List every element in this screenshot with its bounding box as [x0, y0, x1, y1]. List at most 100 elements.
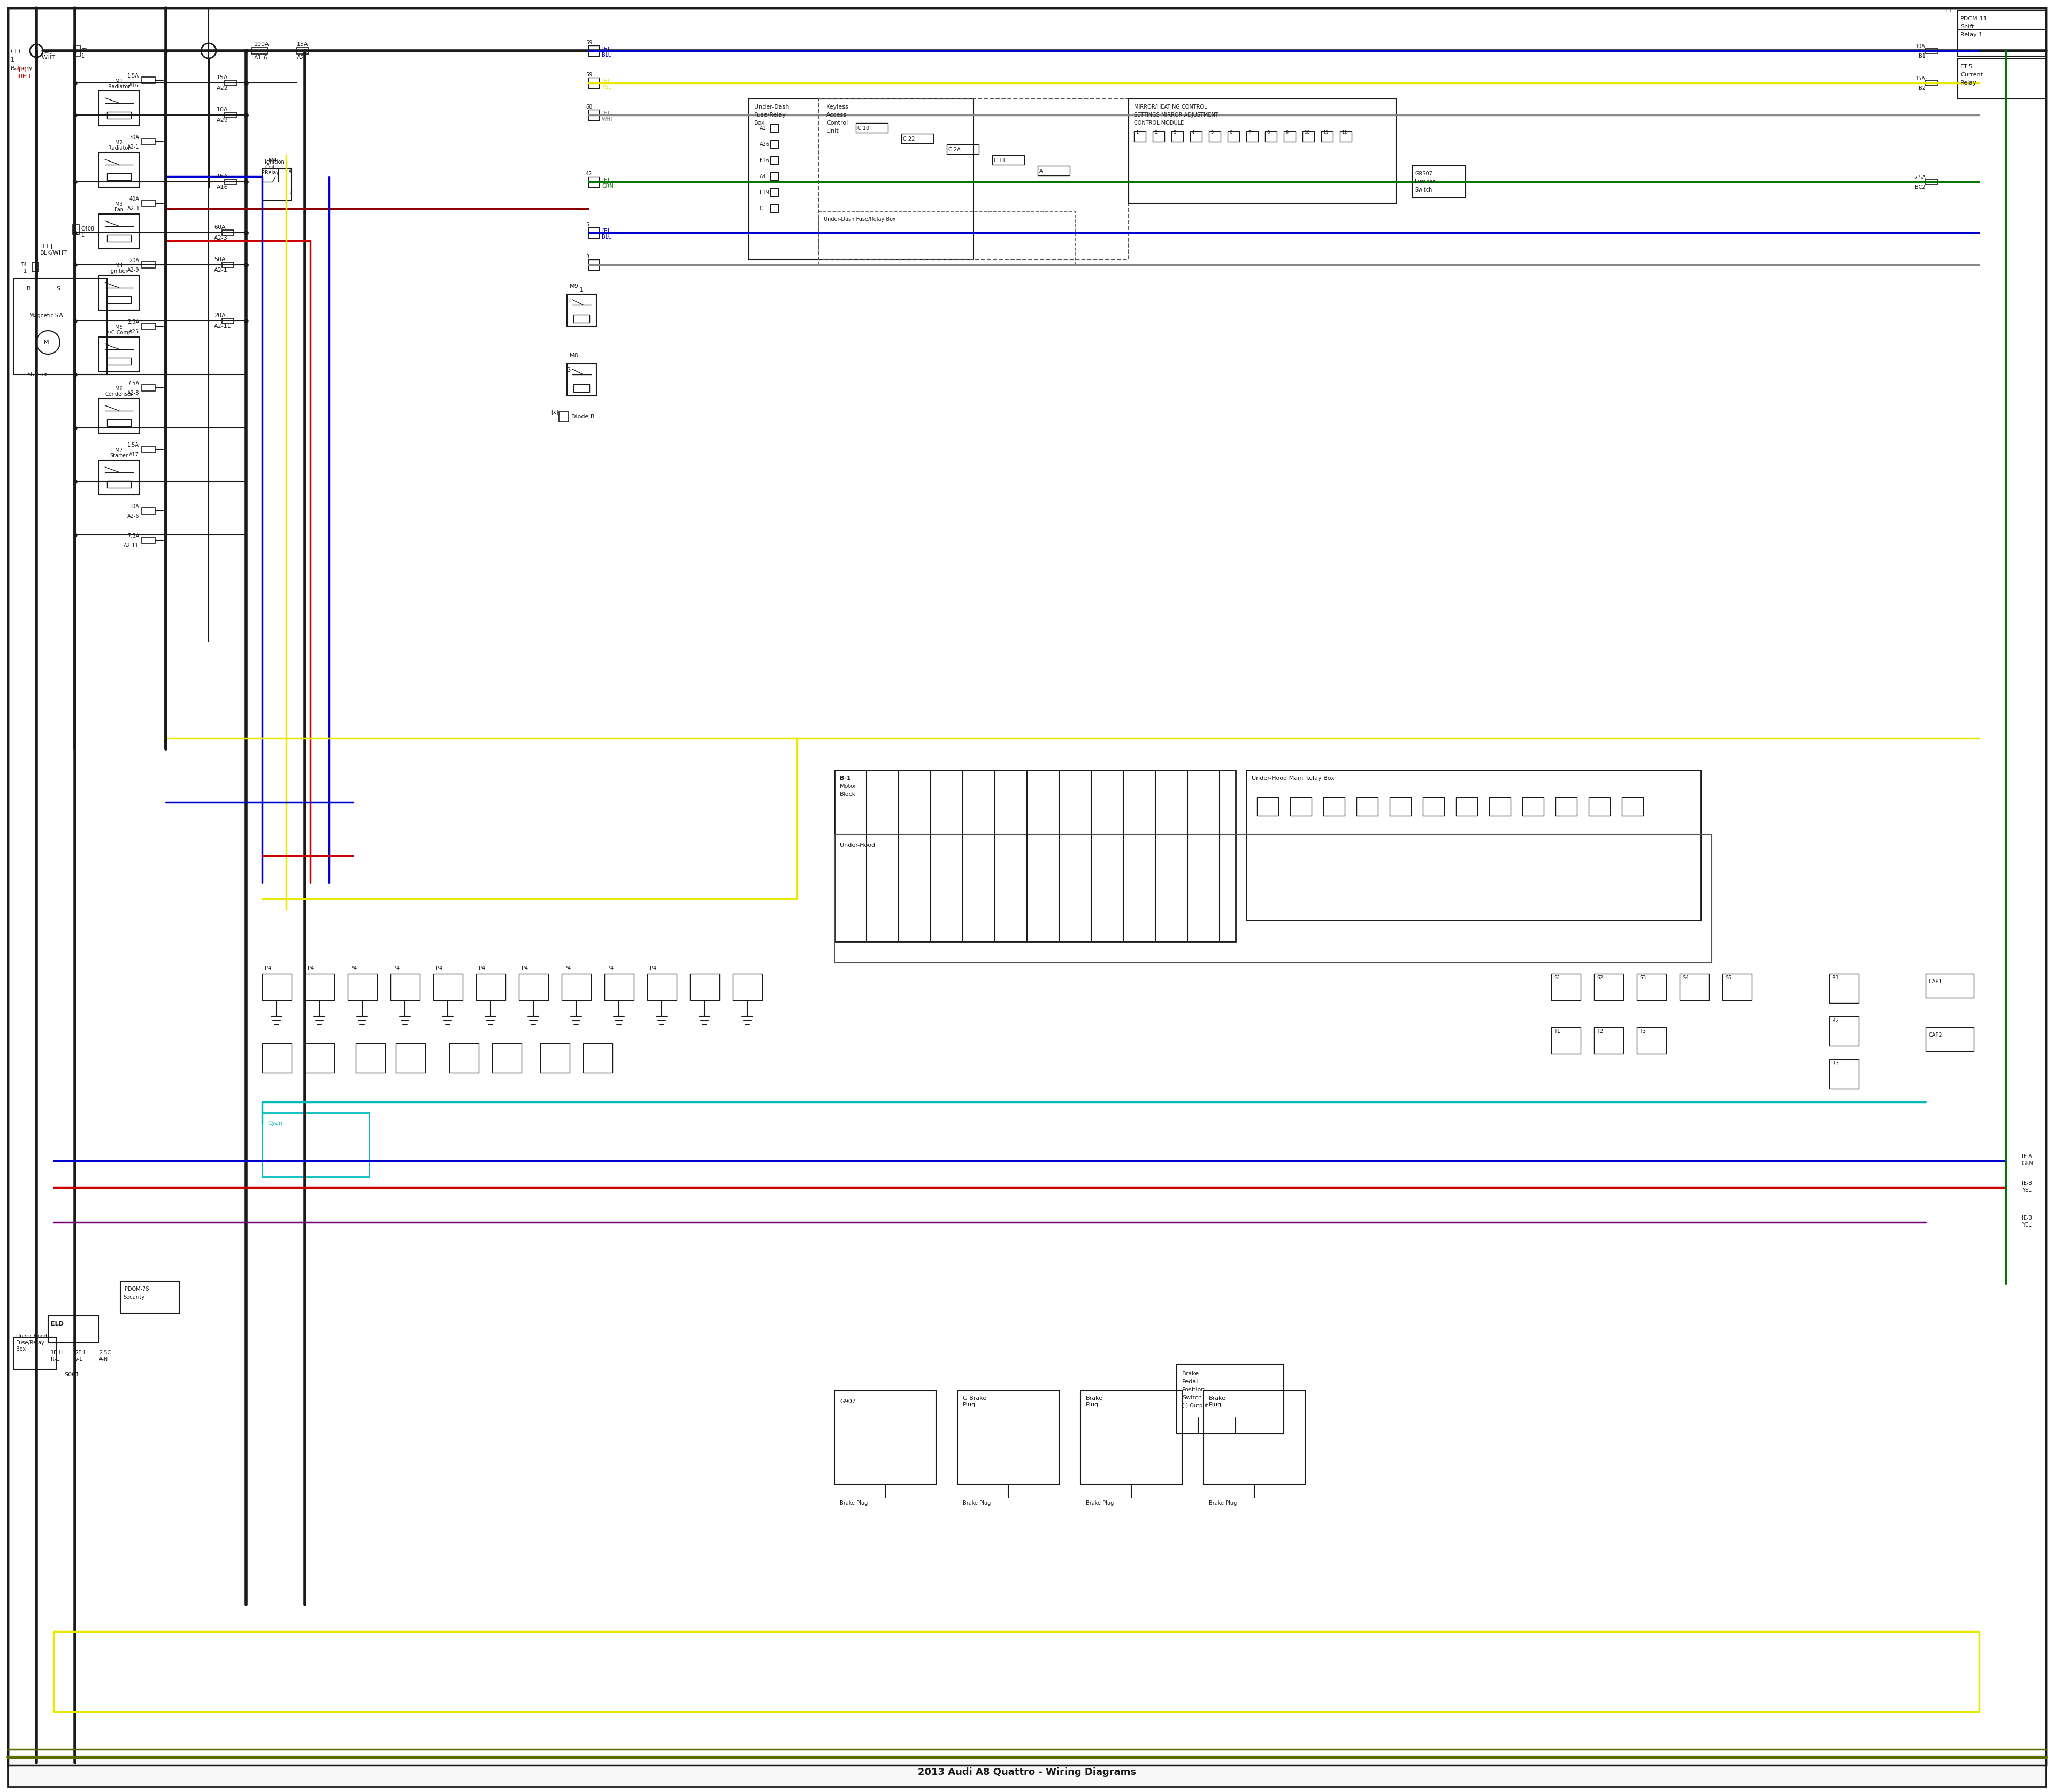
Bar — [1323, 797, 1345, 815]
Text: WHT: WHT — [41, 56, 55, 61]
Bar — [1134, 131, 1146, 142]
Text: 60: 60 — [585, 104, 592, 109]
Bar — [1927, 1027, 1974, 1052]
Text: Brake
Plug: Brake Plug — [1087, 1396, 1103, 1407]
Text: Motor: Motor — [840, 783, 857, 788]
Text: Pedal: Pedal — [1183, 1380, 1197, 1385]
Bar — [99, 276, 140, 310]
Text: B2: B2 — [1918, 86, 1927, 91]
Bar — [750, 99, 974, 260]
Bar — [99, 213, 140, 249]
Text: R1: R1 — [1832, 975, 1838, 980]
Text: Brake
Plug: Brake Plug — [1210, 1396, 1226, 1407]
Text: Battery: Battery — [10, 66, 33, 72]
Bar — [1594, 973, 1623, 1000]
Text: 30A: 30A — [129, 134, 140, 140]
Text: BLU: BLU — [602, 235, 612, 240]
Bar — [770, 156, 778, 165]
Text: [E]: [E] — [602, 109, 610, 115]
Bar — [587, 45, 600, 56]
Text: A2-11: A2-11 — [214, 324, 232, 330]
Text: SETTINGS MIRROR ADJUSTMENT: SETTINGS MIRROR ADJUSTMENT — [1134, 113, 1218, 118]
Text: Box: Box — [754, 120, 766, 125]
Bar — [1594, 1027, 1623, 1054]
Bar — [1171, 131, 1183, 142]
Text: BLK/WHT: BLK/WHT — [41, 251, 68, 256]
Bar — [1177, 1364, 1284, 1434]
Text: 1: 1 — [23, 269, 27, 274]
Bar — [567, 364, 596, 396]
Bar — [142, 538, 156, 543]
Bar — [1456, 797, 1477, 815]
Text: Fuse/Relay: Fuse/Relay — [754, 113, 787, 118]
Bar — [1830, 973, 1859, 1004]
Bar — [834, 835, 1711, 962]
Bar — [1551, 1027, 1582, 1054]
Bar — [1247, 771, 1701, 919]
Text: P4: P4 — [479, 966, 485, 971]
Text: Access: Access — [826, 113, 846, 118]
Text: C408: C408 — [82, 226, 94, 231]
Text: [EE]: [EE] — [41, 244, 51, 249]
Text: Control: Control — [826, 120, 848, 125]
Text: 59: 59 — [585, 72, 592, 77]
Text: A17: A17 — [129, 452, 140, 457]
Text: Keyless: Keyless — [826, 104, 848, 109]
Bar — [263, 1043, 292, 1073]
Text: Shift: Shift — [1960, 23, 1974, 29]
Text: M8: M8 — [569, 353, 579, 358]
Text: A2-3: A2-3 — [127, 206, 140, 211]
Bar — [142, 446, 156, 453]
Text: A2-9: A2-9 — [127, 267, 140, 272]
Text: Fan: Fan — [115, 208, 123, 213]
Text: 15A: 15A — [298, 41, 308, 47]
Bar — [14, 1337, 55, 1369]
Bar — [347, 973, 378, 1000]
Text: P4: P4 — [308, 966, 314, 971]
Bar — [433, 973, 462, 1000]
Text: Under-Hood: Under-Hood — [840, 842, 875, 848]
Bar — [587, 177, 600, 186]
Text: 60A: 60A — [214, 224, 226, 229]
Bar — [107, 480, 131, 487]
Text: 7.5A: 7.5A — [127, 534, 140, 539]
Bar — [99, 398, 140, 434]
Bar — [14, 278, 107, 375]
Text: Security: Security — [123, 1294, 144, 1299]
Text: Switch: Switch — [1415, 186, 1432, 192]
Text: 1E-H
R-L: 1E-H R-L — [51, 1349, 64, 1362]
Text: RED: RED — [18, 73, 31, 79]
Text: 7.5A: 7.5A — [1914, 176, 1927, 181]
Text: YEL: YEL — [2021, 1188, 2031, 1193]
Bar — [992, 156, 1025, 165]
Text: GRN: GRN — [2021, 1161, 2033, 1167]
Text: C 2A: C 2A — [949, 147, 961, 152]
Text: M5: M5 — [115, 324, 123, 330]
Bar — [857, 124, 887, 133]
Text: 5: 5 — [1210, 131, 1214, 134]
Text: F19: F19 — [760, 190, 768, 195]
Text: F16: F16 — [760, 158, 768, 163]
Bar — [573, 315, 589, 323]
Text: 2.5A: 2.5A — [127, 319, 140, 324]
Text: G907: G907 — [840, 1400, 857, 1405]
Text: (-) Output: (-) Output — [1183, 1403, 1208, 1409]
Text: P4: P4 — [649, 966, 657, 971]
Text: Condenser: Condenser — [105, 392, 134, 396]
Bar — [222, 319, 234, 324]
Text: 2: 2 — [1154, 131, 1156, 134]
Text: 10: 10 — [1304, 131, 1310, 134]
Text: 5: 5 — [585, 222, 589, 228]
Text: GRS07: GRS07 — [1415, 172, 1432, 177]
Text: 30A: 30A — [129, 504, 140, 509]
Text: T3: T3 — [1639, 1029, 1645, 1034]
Bar — [1637, 1027, 1666, 1054]
Text: Relay 1: Relay 1 — [1960, 32, 1982, 38]
Text: M4: M4 — [269, 158, 277, 163]
Bar — [477, 973, 505, 1000]
Bar — [99, 91, 140, 125]
Text: 15A: 15A — [216, 75, 228, 81]
Bar — [1247, 131, 1257, 142]
Text: P4: P4 — [522, 966, 528, 971]
Text: PDCM-11: PDCM-11 — [1960, 16, 1988, 22]
